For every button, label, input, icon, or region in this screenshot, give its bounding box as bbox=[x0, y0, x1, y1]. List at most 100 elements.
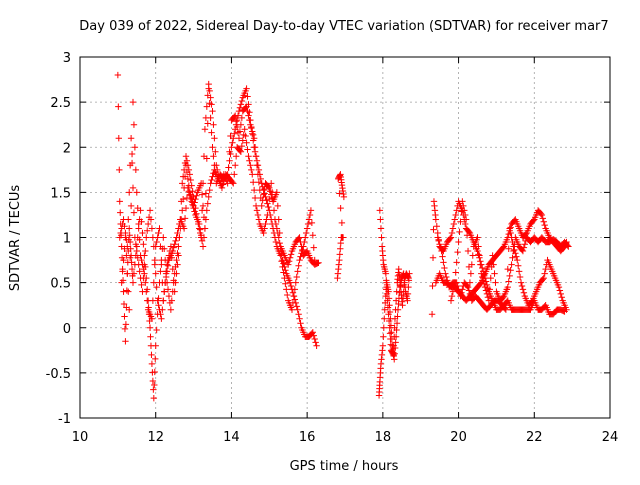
data-point bbox=[246, 157, 253, 164]
data-point bbox=[442, 270, 449, 277]
data-point bbox=[165, 292, 173, 300]
data-point bbox=[286, 279, 294, 286]
data-point bbox=[399, 301, 406, 309]
data-point bbox=[519, 286, 527, 293]
data-point bbox=[293, 273, 300, 281]
data-point bbox=[162, 270, 170, 277]
data-point bbox=[143, 297, 151, 304]
data-point bbox=[142, 279, 149, 286]
data-point bbox=[257, 175, 264, 183]
data-point bbox=[236, 147, 244, 154]
data-point bbox=[340, 193, 348, 201]
data-point bbox=[453, 259, 460, 266]
data-point bbox=[172, 279, 179, 286]
data-point bbox=[391, 356, 398, 363]
data-point bbox=[283, 286, 290, 293]
data-point bbox=[540, 274, 547, 282]
data-point bbox=[265, 183, 272, 190]
y-tick-label: 3 bbox=[63, 51, 71, 66]
data-point bbox=[499, 244, 507, 251]
data-point bbox=[506, 272, 513, 280]
data-point bbox=[116, 234, 123, 241]
data-point bbox=[214, 171, 222, 178]
data-point bbox=[452, 211, 459, 219]
data-point bbox=[123, 252, 130, 259]
data-point bbox=[298, 243, 305, 250]
data-point bbox=[157, 268, 164, 275]
data-point bbox=[140, 241, 147, 248]
data-point bbox=[208, 101, 215, 108]
data-point bbox=[199, 243, 207, 250]
data-point bbox=[232, 162, 239, 169]
data-point bbox=[188, 182, 195, 189]
data-point bbox=[564, 242, 571, 249]
data-point bbox=[237, 101, 245, 108]
data-point bbox=[174, 229, 181, 237]
data-point bbox=[458, 208, 465, 215]
data-point bbox=[187, 194, 194, 202]
data-point bbox=[208, 129, 215, 136]
data-point bbox=[189, 188, 196, 195]
data-point bbox=[447, 297, 455, 304]
data-point bbox=[202, 216, 210, 223]
data-point bbox=[190, 193, 197, 201]
data-point bbox=[146, 207, 154, 214]
data-point bbox=[557, 290, 564, 298]
data-point bbox=[401, 281, 408, 289]
data-point bbox=[131, 234, 139, 241]
data-point bbox=[153, 238, 160, 246]
data-point bbox=[272, 238, 280, 246]
data-point bbox=[135, 220, 142, 228]
data-point bbox=[152, 342, 159, 349]
data-point bbox=[127, 245, 134, 252]
data-point bbox=[119, 268, 126, 275]
data-point bbox=[297, 238, 304, 246]
data-point bbox=[251, 144, 259, 151]
data-point bbox=[528, 298, 535, 306]
data-point bbox=[504, 265, 511, 273]
data-point bbox=[140, 265, 147, 273]
data-point bbox=[143, 227, 151, 234]
data-point bbox=[255, 216, 263, 223]
data-point bbox=[146, 324, 154, 331]
data-point bbox=[186, 191, 193, 198]
data-point bbox=[207, 94, 214, 101]
data-point bbox=[467, 270, 475, 277]
data-point bbox=[380, 324, 388, 331]
x-axis-label: GPS time / hours bbox=[290, 459, 399, 474]
data-point bbox=[290, 292, 298, 300]
data-point bbox=[235, 135, 243, 142]
data-point bbox=[433, 223, 441, 230]
data-point bbox=[461, 211, 469, 219]
data-point bbox=[205, 80, 212, 88]
data-point bbox=[155, 229, 162, 237]
data-point bbox=[248, 166, 255, 174]
data-point bbox=[156, 225, 163, 232]
data-point bbox=[175, 225, 182, 232]
data-point bbox=[337, 204, 344, 212]
data-point bbox=[133, 189, 140, 196]
data-point bbox=[121, 245, 128, 252]
data-point bbox=[202, 190, 210, 197]
data-point bbox=[428, 311, 436, 318]
data-point bbox=[214, 166, 221, 174]
data-point bbox=[336, 251, 343, 258]
data-point bbox=[121, 223, 128, 230]
data-point bbox=[243, 103, 250, 110]
y-tick-label: 0 bbox=[63, 322, 71, 337]
data-point bbox=[255, 166, 263, 174]
x-tick-label: 10 bbox=[72, 430, 89, 445]
data-point bbox=[469, 252, 476, 259]
data-point bbox=[157, 243, 164, 250]
data-point bbox=[254, 171, 262, 178]
data-point bbox=[133, 247, 140, 255]
data-point bbox=[510, 247, 517, 255]
data-point bbox=[130, 121, 138, 128]
data-point bbox=[177, 216, 184, 223]
data-point bbox=[287, 282, 295, 290]
data-point bbox=[452, 269, 459, 276]
data-point bbox=[511, 246, 518, 254]
data-point bbox=[129, 184, 137, 192]
data-point bbox=[455, 238, 462, 246]
